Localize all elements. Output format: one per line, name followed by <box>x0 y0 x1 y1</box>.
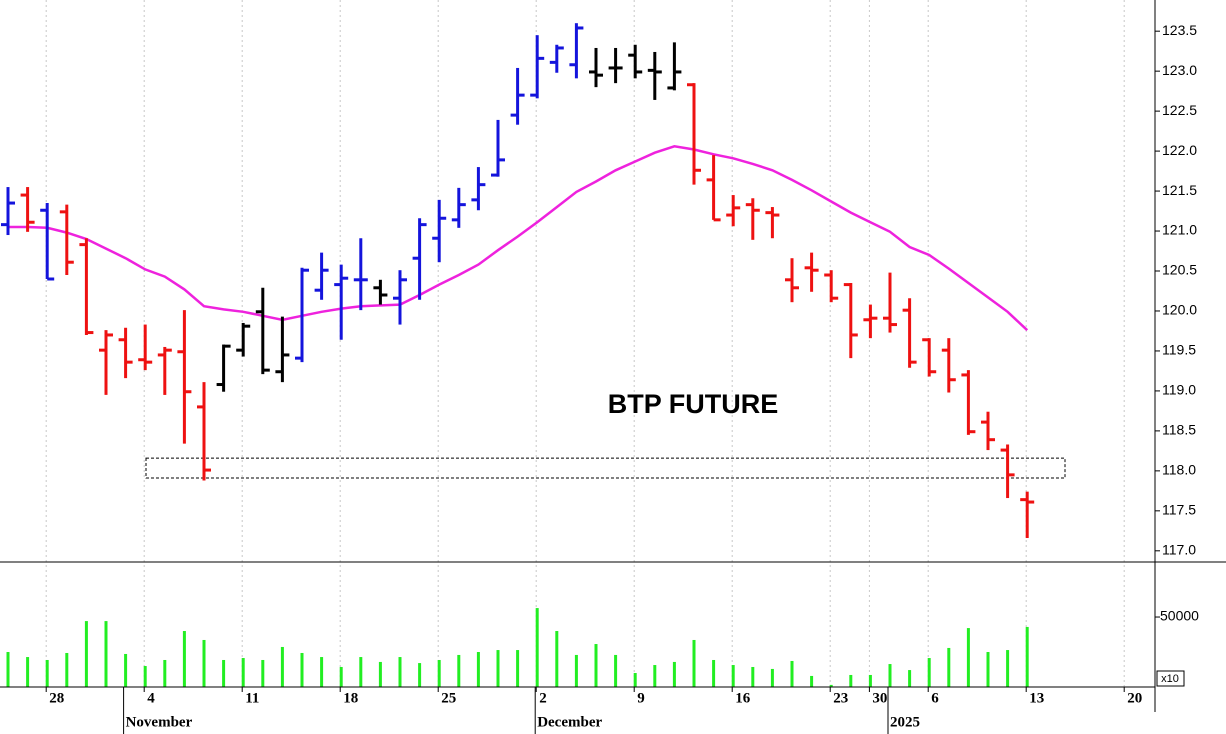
volume-bar <box>653 665 657 687</box>
y-tick-label: 119.0 <box>1162 382 1196 398</box>
volume-bar <box>143 666 147 687</box>
y-tick-label: 119.5 <box>1162 342 1196 358</box>
x-tick-label: 6 <box>931 690 939 706</box>
y-tick-label: 123.0 <box>1162 62 1197 78</box>
volume-bar <box>986 652 990 687</box>
y-tick-label: 118.0 <box>1162 462 1196 478</box>
month-label: 2025 <box>890 714 920 730</box>
x-tick-label: 16 <box>735 690 751 706</box>
volume-bar <box>496 650 500 687</box>
volume-bar <box>535 608 539 687</box>
volume-bar <box>712 659 716 687</box>
y-tick-label: 123.5 <box>1162 22 1197 38</box>
volume-bar <box>398 657 402 687</box>
volume-bar <box>849 674 853 687</box>
volume-bar <box>222 659 226 687</box>
volume-bar <box>124 653 128 687</box>
volume-bar <box>65 652 69 687</box>
x-tick-label: 11 <box>245 690 259 706</box>
volume-bar <box>1006 650 1010 687</box>
volume-y-tick-label: 50000 <box>1160 608 1199 624</box>
volume-bar <box>790 660 794 687</box>
volume-bar <box>574 654 578 687</box>
y-tick-label: 118.5 <box>1162 422 1196 438</box>
support-zone <box>145 457 1066 479</box>
x-tick-label: 30 <box>872 690 887 706</box>
volume-bar <box>163 659 167 687</box>
volume-bar <box>45 659 49 687</box>
y-tick-label: 117.5 <box>1162 502 1196 518</box>
volume-bar <box>476 652 480 687</box>
volume-bar <box>751 666 755 687</box>
x-tick-label: 20 <box>1127 690 1142 706</box>
x-tick-label: 18 <box>343 690 358 706</box>
y-tick-label: 117.0 <box>1162 542 1196 558</box>
volume-bar <box>339 666 343 687</box>
y-tick-label: 120.5 <box>1162 262 1197 278</box>
volume-bar <box>516 650 520 687</box>
volume-bar <box>947 647 951 687</box>
x-tick-label: 23 <box>833 690 848 706</box>
moving-average <box>8 145 1029 332</box>
volume-bar <box>966 628 970 687</box>
y-tick-label: 121.5 <box>1162 182 1197 198</box>
month-label: December <box>537 714 602 730</box>
volume-bar <box>261 659 265 687</box>
x-tick-label: 9 <box>637 690 645 706</box>
volume-bar <box>418 663 422 687</box>
volume-bar <box>104 621 108 687</box>
volume-bar <box>633 673 637 687</box>
x-tick-label: 13 <box>1029 690 1044 706</box>
volume-bar <box>26 657 30 687</box>
x-tick-label: 4 <box>147 690 155 706</box>
volume-bar <box>378 661 382 687</box>
x-tick-label: 28 <box>49 690 64 706</box>
volume-bar <box>182 631 186 687</box>
volume-bar <box>614 654 618 687</box>
volume-bar <box>829 684 833 687</box>
volume-bar <box>810 675 814 687</box>
volume-bar <box>908 670 912 687</box>
volume-bar <box>770 668 774 687</box>
volume-bar <box>888 664 892 687</box>
volume-bar <box>241 658 245 687</box>
volume-multiplier: x10 <box>1161 673 1179 685</box>
volume-bar <box>437 659 441 687</box>
volume-bar <box>6 652 10 687</box>
multiplier-box <box>1156 670 1185 687</box>
volume-bar <box>672 661 676 687</box>
volume-bar <box>692 639 696 687</box>
volume-bar <box>927 658 931 687</box>
volume-bar <box>359 657 363 687</box>
volume-bar <box>457 654 461 687</box>
volume-bar <box>202 639 206 687</box>
volume-bar <box>555 631 559 687</box>
y-tick-label: 122.5 <box>1162 102 1197 118</box>
x-tick-label: 2 <box>539 690 547 706</box>
chart-title: BTP FUTURE <box>608 389 779 419</box>
volume-bar <box>300 652 304 687</box>
volume-bar <box>280 646 284 687</box>
volume-bar <box>594 644 598 687</box>
y-tick-label: 122.0 <box>1162 142 1197 158</box>
marks <box>1 23 1066 687</box>
y-tick-label: 120.0 <box>1162 302 1197 318</box>
x-tick-label: 25 <box>441 690 456 706</box>
month-label: November <box>126 714 193 730</box>
volume-bar <box>320 657 324 687</box>
y-tick-label: 121.0 <box>1162 222 1197 238</box>
volume-bar <box>731 665 735 687</box>
volume-bar <box>1025 626 1029 687</box>
volume-bar <box>84 621 88 687</box>
volume-bar <box>868 674 872 687</box>
